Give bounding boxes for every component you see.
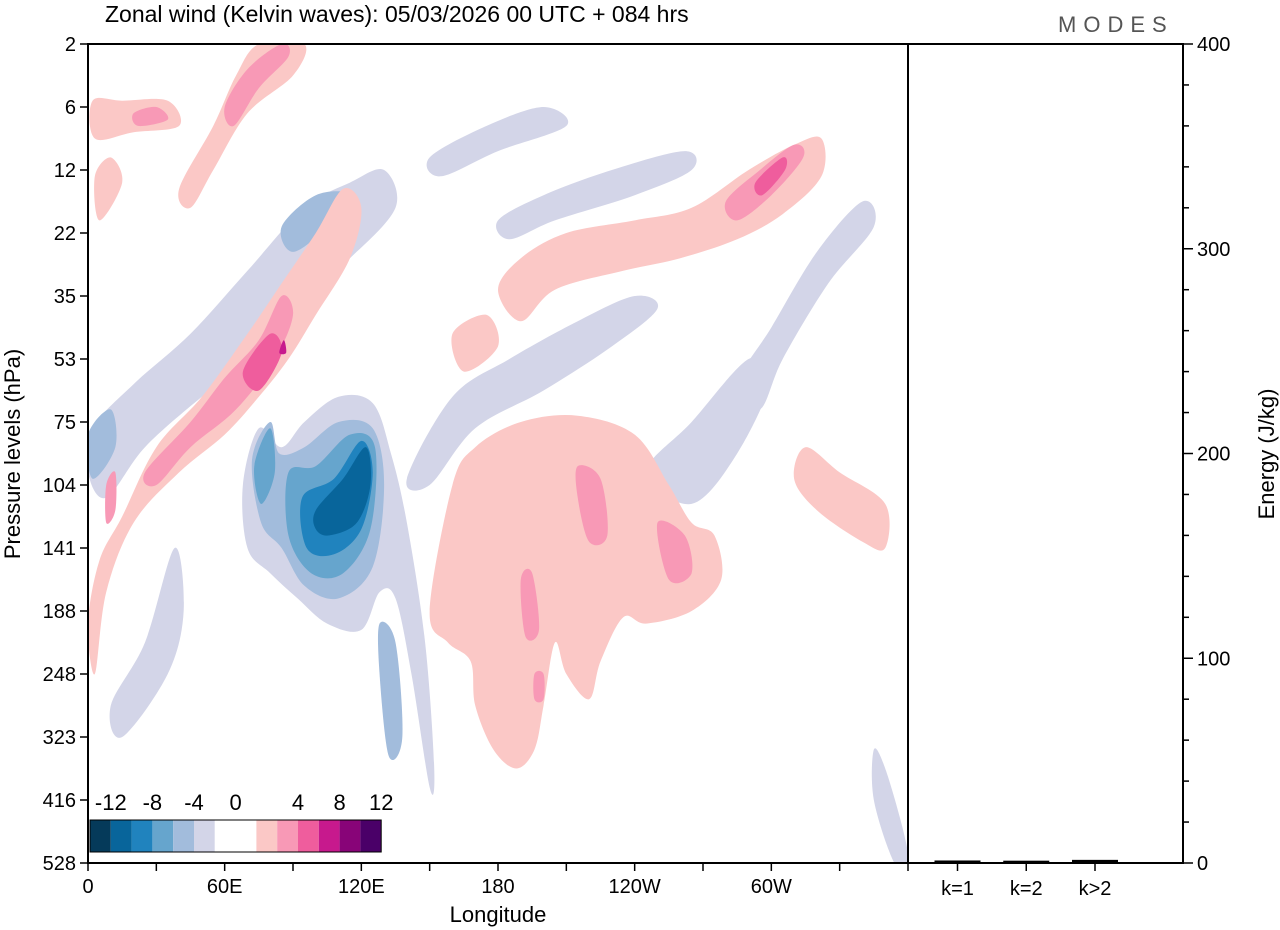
contour-region bbox=[253, 428, 276, 504]
y-tick-label: 188 bbox=[43, 601, 76, 623]
energy-category-label: k=2 bbox=[1010, 878, 1043, 900]
contour-region bbox=[132, 106, 169, 127]
contour-region bbox=[88, 188, 362, 675]
contour-region bbox=[426, 107, 569, 177]
y-tick-label: 323 bbox=[43, 727, 76, 749]
energy-tick-label: 100 bbox=[1197, 648, 1230, 670]
contour-region bbox=[143, 295, 294, 487]
y-tick-label: 35 bbox=[54, 286, 76, 308]
x-tick-label: 120E bbox=[338, 876, 385, 898]
y-tick-label: 2 bbox=[65, 34, 76, 56]
y-tick-label: 75 bbox=[54, 412, 76, 434]
energy-tick-label: 0 bbox=[1197, 853, 1208, 875]
colorbar-label: 12 bbox=[369, 790, 393, 815]
colorbar-swatch bbox=[214, 820, 257, 852]
y-tick-label: 12 bbox=[54, 160, 76, 182]
contour-region bbox=[793, 447, 890, 551]
colorbar-label: -8 bbox=[143, 790, 163, 815]
colorbar-swatch bbox=[194, 820, 215, 852]
y-tick-label: 22 bbox=[54, 223, 76, 245]
y-tick-label: 53 bbox=[54, 349, 76, 371]
contour-region bbox=[109, 547, 184, 738]
x-tick-label: 0 bbox=[82, 876, 93, 898]
y-tick-label: 141 bbox=[43, 538, 76, 560]
colorbar-swatch bbox=[256, 820, 278, 852]
x-tick-label: 60W bbox=[751, 876, 792, 898]
x-tick-label: 60E bbox=[207, 876, 243, 898]
colorbar-swatch bbox=[360, 820, 382, 852]
contour-field bbox=[88, 44, 908, 863]
contour-region bbox=[94, 157, 123, 221]
colorbar-swatch bbox=[90, 820, 111, 852]
contour-region bbox=[737, 200, 876, 411]
contour-region bbox=[313, 447, 372, 536]
contour-region bbox=[88, 409, 117, 479]
colorbar-swatch bbox=[110, 820, 132, 852]
contour-region bbox=[406, 295, 659, 491]
y-tick-label: 416 bbox=[43, 790, 76, 812]
y-tick-label: 6 bbox=[65, 97, 76, 119]
y-tick-label: 528 bbox=[43, 853, 76, 875]
contour-region bbox=[178, 44, 307, 209]
energy-tick-label: 300 bbox=[1197, 239, 1230, 261]
colorbar-swatch bbox=[339, 820, 361, 852]
contour-region bbox=[575, 465, 608, 546]
x-tick-label: 180 bbox=[481, 876, 514, 898]
energy-bar bbox=[1072, 859, 1118, 863]
colorbar-swatch bbox=[173, 820, 194, 852]
contour-region bbox=[242, 333, 282, 391]
contour-region bbox=[754, 157, 788, 196]
energy-axis-label: Energy (J/kg) bbox=[1254, 389, 1279, 520]
energy-category-label: k=1 bbox=[941, 878, 974, 900]
modes-logo: MODES bbox=[1058, 12, 1174, 37]
contour-region bbox=[496, 151, 697, 240]
x-axis-label: Longitude bbox=[450, 902, 547, 927]
y-tick-label: 104 bbox=[43, 475, 76, 497]
chart-title: Zonal wind (Kelvin waves): 05/03/2026 00… bbox=[105, 1, 689, 27]
colorbar-swatch bbox=[298, 820, 319, 852]
contour-region bbox=[533, 670, 545, 703]
colorbar-legend: -12 -8 -4 0 4 8 12 bbox=[89, 790, 393, 853]
contour-region bbox=[105, 471, 117, 524]
contour-region bbox=[871, 748, 908, 863]
contour-region bbox=[451, 314, 500, 372]
y-tick-label: 248 bbox=[43, 664, 76, 686]
colorbar-frame bbox=[89, 819, 382, 853]
colorbar-label: -4 bbox=[184, 790, 204, 815]
energy-bar bbox=[934, 860, 981, 863]
colorbar-swatch bbox=[318, 820, 340, 852]
contour-region bbox=[498, 136, 826, 322]
colorbar-swatch bbox=[131, 820, 153, 852]
contour-region bbox=[429, 415, 723, 769]
colorbar-label: 4 bbox=[292, 790, 304, 815]
contour-region bbox=[520, 568, 540, 641]
contour-region bbox=[656, 520, 693, 584]
contour-region bbox=[377, 621, 403, 761]
colorbar-label: -12 bbox=[95, 790, 127, 815]
contour-region bbox=[224, 44, 290, 127]
contour-region bbox=[279, 340, 287, 355]
colorbar-swatch bbox=[152, 820, 174, 852]
energy-bar bbox=[1003, 860, 1050, 863]
colorbar-swatch bbox=[277, 820, 298, 852]
x-tick-label: 120W bbox=[609, 876, 661, 898]
colorbar-label: 8 bbox=[333, 790, 345, 815]
energy-tick-label: 200 bbox=[1197, 444, 1230, 466]
energy-tick-label: 400 bbox=[1197, 34, 1230, 56]
energy-category-label: k>2 bbox=[1079, 878, 1112, 900]
contour-region bbox=[646, 356, 772, 505]
colorbar-label: 0 bbox=[229, 790, 241, 815]
y-axis-label: Pressure levels (hPa) bbox=[0, 349, 25, 559]
